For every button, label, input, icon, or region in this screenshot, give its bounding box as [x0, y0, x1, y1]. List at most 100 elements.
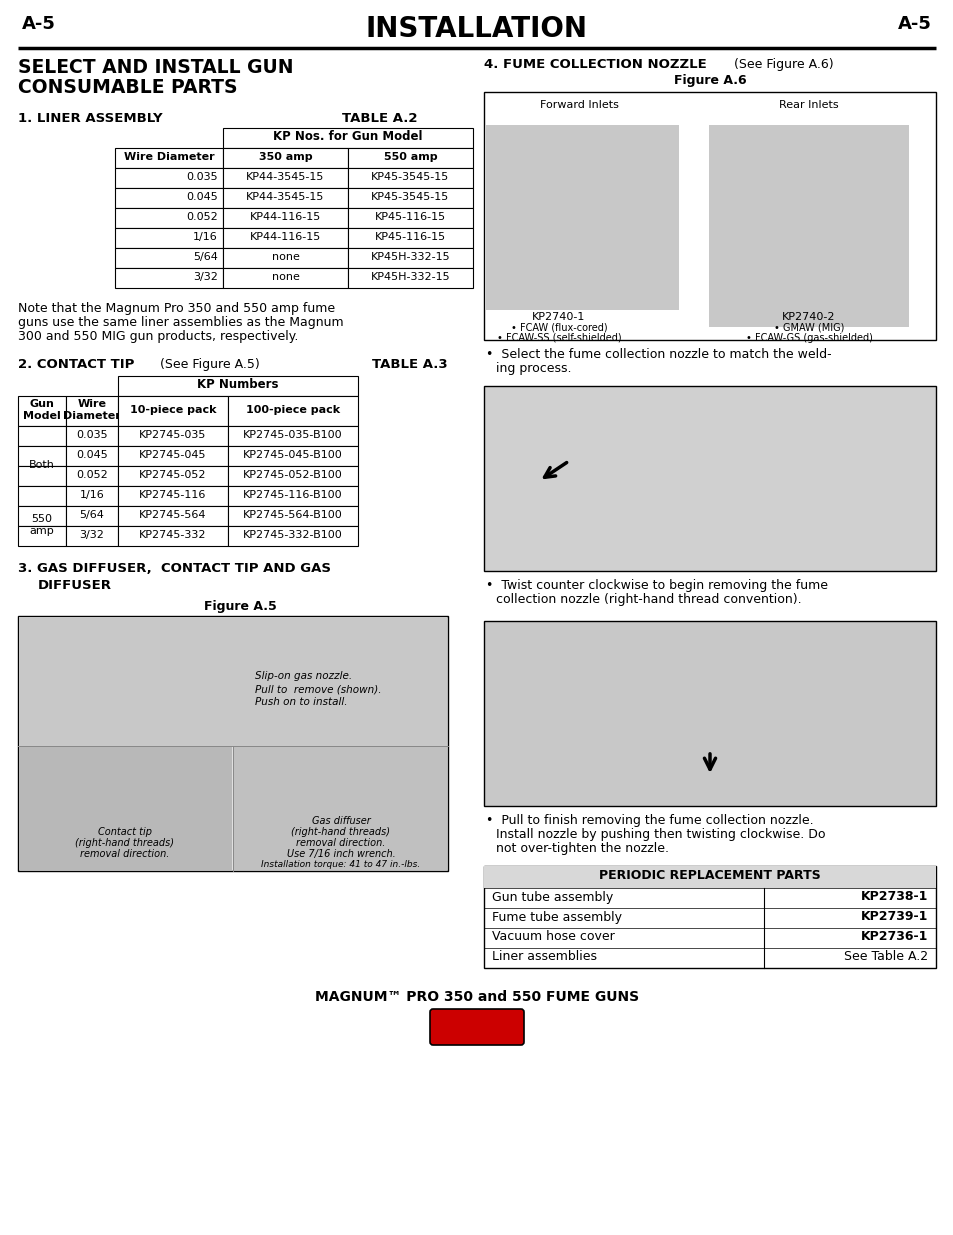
Bar [348, 168, 473, 188]
Text: Gun tube assembly: Gun tube assembly [492, 890, 613, 904]
Bar [18, 506, 66, 526]
Text: KP Nos. for Gun Model: KP Nos. for Gun Model [273, 131, 422, 143]
Text: KP45H-332-15: KP45H-332-15 [371, 252, 450, 262]
Text: Push on to install.: Push on to install. [254, 697, 347, 706]
Text: KP2736-1: KP2736-1 [860, 930, 927, 944]
Bar [483, 621, 935, 806]
Text: KP2745-564: KP2745-564 [139, 510, 207, 520]
Text: 1/16: 1/16 [193, 232, 218, 242]
Text: KP45-3545-15: KP45-3545-15 [371, 191, 449, 203]
Text: 3/32: 3/32 [193, 272, 218, 282]
Bar [228, 446, 357, 466]
Text: SELECT AND INSTALL GUN: SELECT AND INSTALL GUN [18, 58, 294, 77]
Text: ing process.: ing process. [496, 362, 571, 375]
Bar [118, 375, 357, 396]
Bar [18, 426, 66, 446]
Bar [228, 466, 357, 487]
Text: 4. FUME COLLECTION NOZZLE: 4. FUME COLLECTION NOZZLE [483, 58, 706, 70]
Text: • GMAW (MIG): • GMAW (MIG) [773, 324, 843, 333]
Text: 3. GAS DIFFUSER,  CONTACT TIP AND GAS: 3. GAS DIFFUSER, CONTACT TIP AND GAS [18, 562, 331, 576]
Bar [223, 248, 348, 268]
Text: none: none [272, 252, 299, 262]
Bar [66, 466, 118, 487]
Bar [228, 396, 357, 426]
Bar [223, 188, 348, 207]
Text: Pull to  remove (shown).: Pull to remove (shown). [254, 684, 381, 694]
Text: Vacuum hose cover: Vacuum hose cover [492, 930, 614, 944]
Bar [228, 426, 357, 446]
Text: KP44-3545-15: KP44-3545-15 [246, 172, 324, 182]
Bar [115, 148, 223, 168]
Text: 0.045: 0.045 [76, 450, 108, 459]
Text: KP44-116-15: KP44-116-15 [250, 212, 321, 222]
Bar [228, 487, 357, 506]
Bar [348, 268, 473, 288]
Text: 5/64: 5/64 [79, 510, 104, 520]
Bar [348, 207, 473, 228]
Text: 350 amp: 350 amp [258, 152, 312, 162]
Bar [228, 526, 357, 546]
Bar [19, 746, 232, 869]
Bar [118, 396, 228, 426]
Text: KP2740-2: KP2740-2 [781, 312, 835, 322]
Text: 300 and 550 MIG gun products, respectively.: 300 and 550 MIG gun products, respective… [18, 330, 298, 343]
Text: Both: Both [29, 459, 55, 471]
Bar [18, 466, 66, 487]
Bar [118, 446, 228, 466]
Bar [228, 506, 357, 526]
Bar [708, 125, 908, 327]
Bar [118, 426, 228, 446]
Text: (right-hand threads): (right-hand threads) [75, 839, 174, 848]
Text: Wire
Diameter: Wire Diameter [63, 399, 121, 421]
Text: Gun
Model: Gun Model [23, 399, 61, 421]
Text: KP2745-035-B100: KP2745-035-B100 [243, 430, 342, 440]
Text: • FCAW (flux-cored): • FCAW (flux-cored) [510, 324, 607, 333]
Text: Liner assemblies: Liner assemblies [492, 951, 597, 963]
Bar [115, 168, 223, 188]
Text: 2. CONTACT TIP: 2. CONTACT TIP [18, 358, 134, 370]
Bar [348, 248, 473, 268]
Bar [483, 866, 935, 888]
Bar [348, 148, 473, 168]
Text: 0.052: 0.052 [186, 212, 218, 222]
Text: KP44-3545-15: KP44-3545-15 [246, 191, 324, 203]
Text: KP45-116-15: KP45-116-15 [375, 212, 446, 222]
Bar [348, 228, 473, 248]
Bar [66, 396, 118, 426]
Bar [115, 228, 223, 248]
Text: Installation torque: 41 to 47 in.-lbs.: Installation torque: 41 to 47 in.-lbs. [261, 860, 420, 869]
Text: KP2745-045-B100: KP2745-045-B100 [243, 450, 342, 459]
Text: A-5: A-5 [22, 15, 56, 33]
Bar [118, 506, 228, 526]
Text: TABLE A.3: TABLE A.3 [372, 358, 447, 370]
Text: Slip-on gas nozzle.: Slip-on gas nozzle. [254, 671, 352, 680]
Text: not over-tighten the nozzle.: not over-tighten the nozzle. [496, 842, 668, 855]
Text: 5/64: 5/64 [193, 252, 218, 262]
Bar [18, 487, 66, 506]
Text: KP2738-1: KP2738-1 [860, 890, 927, 904]
Bar [18, 526, 66, 546]
Text: removal direction.: removal direction. [296, 839, 385, 848]
Bar [223, 268, 348, 288]
Text: 0.035: 0.035 [186, 172, 218, 182]
Text: 550
amp: 550 amp [30, 514, 54, 536]
Bar [485, 125, 679, 310]
Text: LINCOLN®
ELECTRIC: LINCOLN® ELECTRIC [450, 1016, 503, 1036]
Text: none: none [272, 272, 299, 282]
Bar [118, 466, 228, 487]
Text: KP2745-116: KP2745-116 [139, 490, 207, 500]
Bar [115, 207, 223, 228]
Text: •  Pull to finish removing the fume collection nozzle.: • Pull to finish removing the fume colle… [485, 814, 813, 827]
Text: KP2745-035: KP2745-035 [139, 430, 207, 440]
Text: 3/32: 3/32 [79, 530, 104, 540]
Bar [223, 207, 348, 228]
Bar [233, 746, 447, 869]
Text: KP2745-332-B100: KP2745-332-B100 [243, 530, 342, 540]
Bar [483, 387, 935, 571]
Text: KP2739-1: KP2739-1 [860, 910, 927, 924]
Text: CONSUMABLE PARTS: CONSUMABLE PARTS [18, 78, 237, 98]
Text: KP2745-564-B100: KP2745-564-B100 [243, 510, 342, 520]
Bar [348, 188, 473, 207]
Text: guns use the same liner assemblies as the Magnum: guns use the same liner assemblies as th… [18, 316, 343, 329]
Text: 10-piece pack: 10-piece pack [130, 405, 216, 415]
